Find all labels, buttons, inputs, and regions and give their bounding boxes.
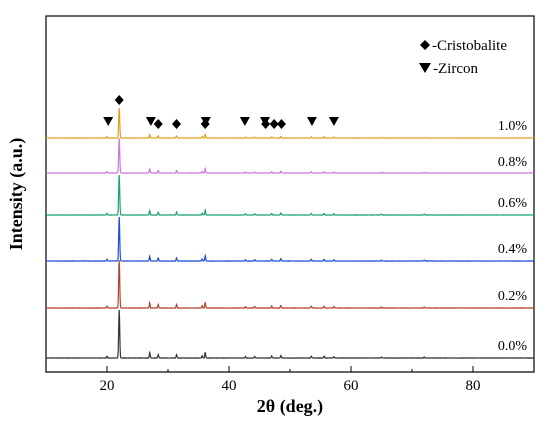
zircon-marker-icon xyxy=(103,117,114,126)
cristobalite-marker-icon xyxy=(114,95,124,105)
x-tick-label: 40 xyxy=(222,378,237,394)
series-label: 0.4% xyxy=(498,242,528,257)
zircon-marker-icon xyxy=(328,117,339,126)
series-label: 1.0% xyxy=(498,119,528,134)
series-line xyxy=(45,174,535,216)
cristobalite-marker-icon xyxy=(269,119,279,129)
legend-label-cristobalite: -Cristobalite xyxy=(432,38,507,54)
legend-triangle-icon xyxy=(419,63,431,73)
series-line xyxy=(45,107,535,139)
peak-markers xyxy=(103,95,339,129)
series-line xyxy=(45,216,535,262)
cristobalite-marker-icon xyxy=(153,119,163,129)
x-axis-ticks: 20 40 60 80 xyxy=(100,366,481,394)
cristobalite-marker-icon xyxy=(200,119,210,129)
series-line xyxy=(45,259,535,309)
y-axis-title: Intensity (a.u.) xyxy=(6,138,27,251)
series-label: 0.6% xyxy=(498,196,528,211)
series-label: 0.8% xyxy=(498,155,528,170)
cristobalite-marker-icon xyxy=(172,119,182,129)
x-axis-title: 2θ (deg.) xyxy=(257,396,323,417)
zircon-marker-icon xyxy=(306,117,317,126)
legend: -Cristobalite -Zircon xyxy=(419,38,507,77)
zircon-marker-icon xyxy=(239,117,250,126)
series-labels: 1.0% 0.8% 0.6% 0.4% 0.2% 0.0% xyxy=(498,119,528,354)
series-layer xyxy=(45,107,535,359)
series-line xyxy=(45,309,535,359)
legend-label-zircon: -Zircon xyxy=(433,61,478,77)
x-tick-label: 20 xyxy=(100,378,115,394)
x-tick-label: 60 xyxy=(344,378,359,394)
series-label: 0.2% xyxy=(498,289,528,304)
series-line xyxy=(45,137,535,174)
legend-diamond-icon xyxy=(420,40,430,50)
cristobalite-marker-icon xyxy=(261,119,271,129)
series-label: 0.0% xyxy=(498,339,528,354)
cristobalite-marker-icon xyxy=(276,119,286,129)
x-tick-label: 80 xyxy=(466,378,481,394)
zircon-marker-icon xyxy=(145,117,156,126)
